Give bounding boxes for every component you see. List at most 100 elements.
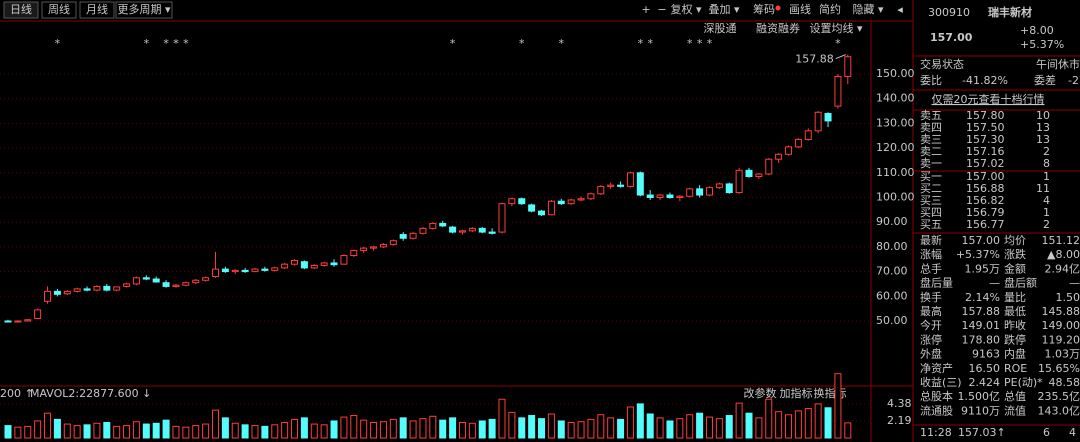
candle-body: [478, 227, 486, 233]
candle-body: [172, 284, 180, 287]
volume-bar: [814, 403, 822, 439]
candle-body: [123, 283, 131, 287]
volume-bar: [251, 425, 259, 439]
event-marker[interactable]: *: [55, 37, 61, 50]
period-tab[interactable]: [41, 1, 77, 19]
volume-bar: [162, 419, 170, 439]
event-marker[interactable]: *: [519, 37, 525, 50]
period-tab-label[interactable]: 更多周期 ▾: [117, 2, 170, 16]
candle-body: [617, 184, 625, 187]
volume-bar: [547, 413, 555, 439]
period-tab[interactable]: [3, 1, 39, 19]
book-label: 卖一: [920, 157, 942, 170]
candle-body: [666, 194, 674, 198]
stat-value: 16.50: [969, 362, 1001, 375]
book-label: 卖二: [920, 145, 942, 158]
stat-value: 1.500亿: [958, 390, 1001, 403]
volume-bar: [231, 422, 239, 439]
y-tick-label: 80.00: [876, 240, 908, 253]
volume-bar: [449, 417, 457, 439]
stat-value: 178.80: [962, 333, 1001, 346]
tool-button[interactable]: ◂: [897, 3, 903, 16]
volume-bar: [310, 423, 318, 439]
volume-bar: [291, 418, 299, 439]
tool-button[interactable]: 隐藏 ▾: [852, 3, 883, 16]
event-marker[interactable]: *: [163, 37, 169, 50]
volume-ma1: 200 ↑: [0, 387, 34, 400]
tool-button[interactable]: +: [641, 3, 650, 16]
volume-bar: [626, 406, 634, 439]
event-marker[interactable]: *: [183, 37, 189, 50]
candle-body: [350, 250, 358, 257]
volume-bar: [538, 418, 546, 439]
event-marker[interactable]: *: [638, 37, 644, 50]
volume-bar: [370, 422, 378, 439]
y-tick-label: 100.00: [876, 191, 915, 204]
candle-body: [24, 319, 32, 322]
book-volume: 13: [1036, 121, 1050, 134]
tool-button[interactable]: 画线: [789, 2, 811, 16]
event-marker[interactable]: *: [144, 37, 150, 50]
volume-bar: [221, 417, 229, 439]
book-volume: 4: [1043, 194, 1050, 207]
candle-body: [794, 138, 802, 148]
candle-body: [518, 198, 526, 205]
candle-body: [83, 288, 91, 291]
volume-bar: [340, 416, 348, 439]
candle-body: [44, 290, 52, 302]
event-marker[interactable]: *: [697, 37, 703, 50]
book-volume: 11: [1036, 182, 1050, 195]
period-tab-label[interactable]: 周线: [48, 2, 70, 16]
book-volume: 2: [1043, 145, 1050, 158]
stat-label: 昨收: [1004, 318, 1026, 332]
candle-body: [458, 230, 466, 233]
book-label: 买一: [920, 170, 942, 183]
stat-value: 149.00: [1042, 319, 1080, 332]
promo-link[interactable]: 仅需20元查看十档行情: [932, 92, 1045, 106]
tool-button[interactable]: −: [657, 3, 666, 16]
period-tab[interactable]: [115, 1, 173, 19]
volume-tool[interactable]: 加指标: [780, 386, 813, 400]
stat-label: 收益(三): [920, 375, 962, 389]
event-marker[interactable]: *: [707, 37, 713, 50]
candle-body: [14, 320, 22, 323]
volume-bar: [844, 422, 852, 439]
event-marker[interactable]: *: [559, 37, 565, 50]
volume-bar: [271, 424, 279, 439]
sub-link[interactable]: 设置均线 ▾: [809, 21, 862, 35]
event-marker[interactable]: *: [647, 37, 653, 50]
event-marker[interactable]: *: [835, 37, 841, 50]
ratio: -41.82%: [962, 74, 1008, 87]
stat-label: 均价: [1004, 234, 1026, 247]
tool-button[interactable]: 复权 ▾: [670, 2, 701, 16]
volume-bar: [132, 421, 140, 439]
candle-body: [231, 269, 239, 273]
candle-body: [53, 290, 61, 295]
y-tick-label: 150.00: [876, 67, 915, 80]
volume-tick-label: 2.19: [887, 414, 912, 427]
period-tab[interactable]: [79, 1, 115, 19]
volume-bar: [399, 417, 407, 439]
volume-bar: [152, 422, 160, 439]
event-marker[interactable]: *: [687, 37, 693, 50]
event-marker[interactable]: *: [450, 37, 456, 50]
period-tab-label[interactable]: 日线: [10, 2, 32, 16]
tool-button[interactable]: 筹码: [753, 2, 775, 16]
candle-body: [626, 172, 634, 187]
candle-body: [804, 130, 812, 140]
sub-link[interactable]: 深股通: [704, 22, 737, 35]
volume-bar: [656, 417, 664, 439]
event-marker[interactable]: *: [173, 37, 179, 50]
volume-tool[interactable]: 换指标: [814, 386, 847, 400]
stat-value: +5.37%: [956, 248, 1000, 261]
volume-bar: [607, 417, 615, 439]
sub-link[interactable]: 融资融券: [756, 21, 800, 35]
candle-body: [834, 75, 842, 107]
period-tab-label[interactable]: 月线: [86, 2, 108, 16]
candle-body: [73, 288, 81, 292]
tool-button[interactable]: 叠加 ▾: [708, 3, 739, 16]
volume-tool[interactable]: 改参数: [744, 386, 777, 400]
book-volume: 8: [1043, 157, 1050, 170]
tool-button[interactable]: 简约: [819, 2, 841, 16]
